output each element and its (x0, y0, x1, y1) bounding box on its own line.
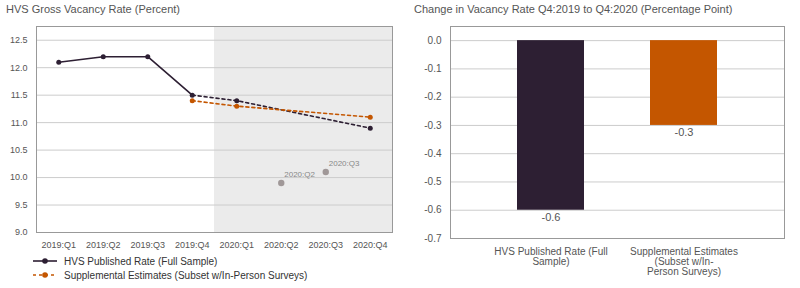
svg-text:2020:Q4: 2020:Q4 (353, 240, 388, 250)
svg-text:11.5: 11.5 (11, 90, 28, 100)
svg-text:10.5: 10.5 (10, 145, 28, 155)
svg-text:2020:Q3: 2020:Q3 (308, 240, 343, 250)
svg-text:2019:Q4: 2019:Q4 (175, 240, 210, 250)
svg-text:2019:Q1: 2019:Q1 (41, 240, 76, 250)
html-text:HVS Published Rate (Full Sampl: HVS Published Rate (Full Sample) (64, 255, 218, 267)
svg-text:-0.1: -0.1 (424, 63, 442, 74)
svg-text:0.0: 0.0 (428, 35, 442, 46)
svg-text:2020:Q2: 2020:Q2 (284, 170, 315, 179)
svg-text:2020:Q1: 2020:Q1 (219, 240, 254, 250)
svg-text:2020:Q3: 2020:Q3 (329, 159, 360, 168)
svg-text:2019:Q2: 2019:Q2 (86, 240, 121, 250)
svg-text:Supplemental Estimates(Subset: Supplemental Estimates(Subset w/In-Perso… (630, 246, 738, 277)
svg-text:9.0: 9.0 (15, 227, 28, 237)
svg-text:-0.7: -0.7 (424, 233, 442, 244)
svg-text:10.0: 10.0 (10, 172, 28, 182)
svg-text:HVS Published Rate (FullSample: HVS Published Rate (FullSample) (494, 246, 607, 267)
svg-text:11.0: 11.0 (11, 118, 28, 128)
svg-text:-0.6: -0.6 (424, 204, 442, 215)
svg-text:12.5: 12.5 (10, 35, 28, 45)
svg-text:-0.3: -0.3 (675, 126, 694, 138)
html-text:Change in Vacancy Rate Q4:2019: Change in Vacancy Rate Q4:2019 to Q4:202… (414, 3, 733, 15)
svg-text:12.0: 12.0 (10, 63, 28, 73)
svg-text:-0.2: -0.2 (424, 91, 442, 102)
html-text:Supplemental Estimates (Subset: Supplemental Estimates (Subset w/In-Pers… (64, 269, 308, 281)
svg-text:2019:Q3: 2019:Q3 (130, 240, 165, 250)
svg-text:-0.4: -0.4 (424, 148, 442, 159)
svg-text:9.5: 9.5 (15, 200, 28, 210)
svg-text:-0.6: -0.6 (542, 211, 561, 223)
html-text:HVS Gross Vacancy Rate (Percen: HVS Gross Vacancy Rate (Percent) (6, 3, 180, 15)
svg-text:-0.5: -0.5 (424, 176, 442, 187)
svg-text:-0.3: -0.3 (424, 120, 442, 131)
svg-text:2020:Q2: 2020:Q2 (264, 240, 299, 250)
